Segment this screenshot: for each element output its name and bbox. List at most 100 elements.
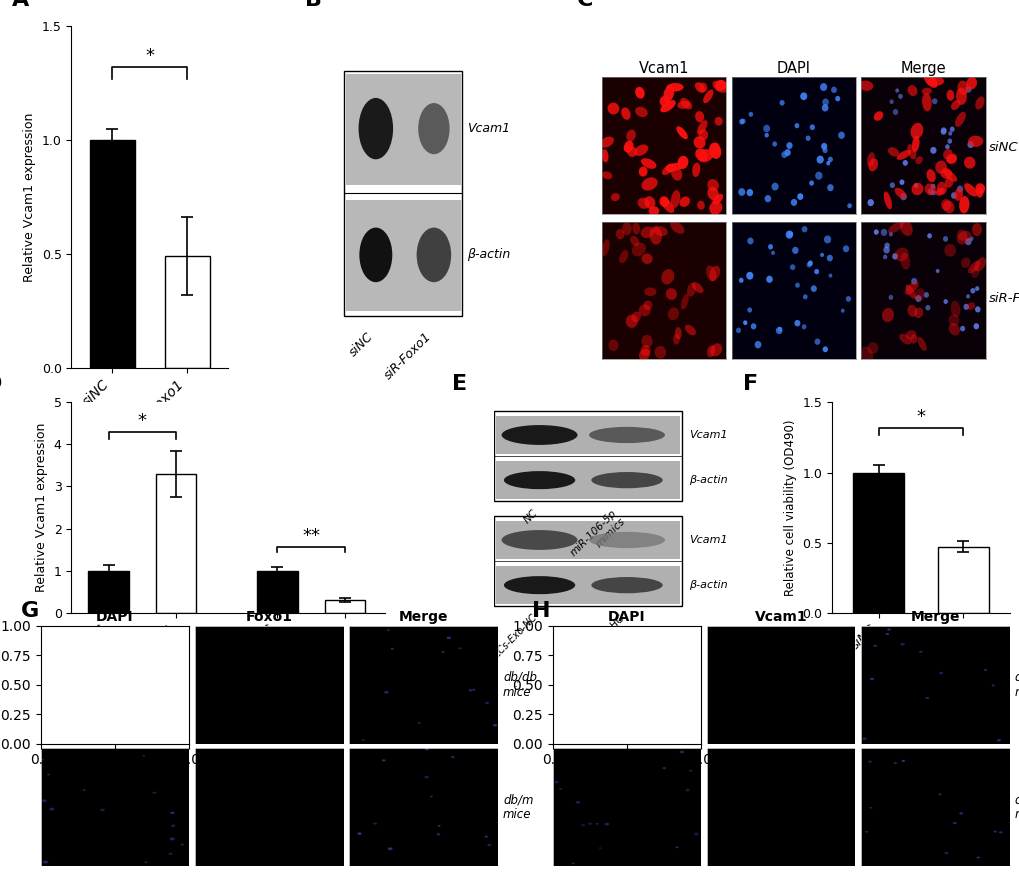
Text: ECs-Exo-NC: ECs-Exo-NC — [492, 612, 539, 660]
Ellipse shape — [705, 265, 715, 282]
Ellipse shape — [972, 323, 978, 329]
Ellipse shape — [924, 305, 929, 311]
Ellipse shape — [747, 237, 753, 244]
Ellipse shape — [384, 691, 388, 694]
Ellipse shape — [958, 812, 962, 815]
Ellipse shape — [660, 198, 674, 213]
Ellipse shape — [706, 345, 714, 357]
Ellipse shape — [662, 86, 674, 102]
Ellipse shape — [860, 346, 872, 362]
Ellipse shape — [945, 144, 949, 150]
Ellipse shape — [387, 847, 392, 850]
Ellipse shape — [881, 308, 893, 322]
Ellipse shape — [873, 229, 878, 234]
Ellipse shape — [974, 183, 984, 194]
Ellipse shape — [820, 143, 826, 150]
Ellipse shape — [691, 282, 703, 293]
Ellipse shape — [954, 112, 965, 127]
Ellipse shape — [621, 108, 630, 120]
Ellipse shape — [416, 228, 450, 282]
Ellipse shape — [900, 643, 904, 646]
Ellipse shape — [711, 194, 722, 205]
Y-axis label: Relative cell viability (OD490): Relative cell viability (OD490) — [783, 419, 796, 596]
Ellipse shape — [695, 149, 707, 161]
Ellipse shape — [714, 80, 726, 91]
Ellipse shape — [359, 98, 392, 159]
Text: siNC: siNC — [987, 142, 1017, 154]
Ellipse shape — [898, 94, 902, 99]
Ellipse shape — [900, 253, 909, 270]
Ellipse shape — [807, 261, 812, 266]
Ellipse shape — [170, 812, 174, 814]
Ellipse shape — [802, 294, 807, 299]
Ellipse shape — [944, 244, 955, 256]
Ellipse shape — [934, 269, 938, 273]
Ellipse shape — [816, 156, 823, 164]
Ellipse shape — [665, 677, 669, 679]
Ellipse shape — [942, 236, 948, 242]
Ellipse shape — [588, 427, 664, 443]
Ellipse shape — [810, 285, 816, 292]
Ellipse shape — [738, 277, 743, 283]
Text: Vcam1: Vcam1 — [689, 535, 728, 545]
Ellipse shape — [969, 288, 974, 293]
Ellipse shape — [659, 96, 669, 107]
Ellipse shape — [983, 669, 986, 671]
Title: DAPI: DAPI — [776, 60, 810, 75]
Ellipse shape — [899, 333, 911, 345]
Text: siR-Foxo1: siR-Foxo1 — [987, 292, 1019, 305]
Ellipse shape — [917, 337, 925, 351]
Ellipse shape — [710, 343, 721, 356]
Ellipse shape — [361, 739, 365, 741]
Ellipse shape — [738, 188, 745, 196]
Ellipse shape — [642, 636, 645, 638]
Text: B: B — [305, 0, 322, 10]
Ellipse shape — [888, 295, 893, 300]
Ellipse shape — [698, 130, 707, 140]
Ellipse shape — [805, 136, 810, 141]
Ellipse shape — [956, 231, 971, 244]
Ellipse shape — [838, 131, 844, 139]
Ellipse shape — [955, 88, 966, 105]
Ellipse shape — [934, 160, 946, 174]
Ellipse shape — [967, 261, 979, 273]
Ellipse shape — [957, 80, 968, 95]
Ellipse shape — [714, 117, 722, 126]
Ellipse shape — [436, 833, 440, 836]
Ellipse shape — [591, 577, 662, 593]
Ellipse shape — [641, 660, 644, 662]
Ellipse shape — [821, 346, 827, 353]
Ellipse shape — [458, 648, 462, 649]
Ellipse shape — [693, 136, 705, 149]
Ellipse shape — [821, 104, 827, 111]
Ellipse shape — [894, 248, 908, 262]
Ellipse shape — [599, 733, 603, 736]
Ellipse shape — [667, 307, 679, 320]
Title: Foxo1: Foxo1 — [246, 611, 292, 625]
Ellipse shape — [677, 101, 690, 108]
Ellipse shape — [661, 164, 675, 175]
FancyBboxPatch shape — [495, 461, 680, 499]
Bar — [165, 256, 210, 368]
Text: β-actin: β-actin — [689, 580, 728, 590]
Ellipse shape — [706, 179, 718, 191]
Ellipse shape — [797, 193, 803, 200]
Bar — [936, 547, 987, 612]
Ellipse shape — [950, 192, 956, 199]
Ellipse shape — [631, 312, 640, 322]
Ellipse shape — [40, 682, 44, 684]
Ellipse shape — [893, 762, 896, 764]
Ellipse shape — [501, 425, 577, 444]
Ellipse shape — [946, 153, 956, 164]
Y-axis label: Relative Vcam1 expression: Relative Vcam1 expression — [35, 423, 48, 592]
Ellipse shape — [911, 136, 919, 152]
Text: G: G — [20, 601, 39, 621]
Ellipse shape — [100, 808, 105, 811]
Ellipse shape — [963, 304, 968, 310]
Ellipse shape — [42, 800, 47, 802]
Ellipse shape — [688, 770, 692, 772]
Ellipse shape — [648, 206, 658, 215]
Ellipse shape — [619, 250, 628, 263]
Ellipse shape — [942, 200, 954, 214]
Ellipse shape — [661, 767, 665, 769]
